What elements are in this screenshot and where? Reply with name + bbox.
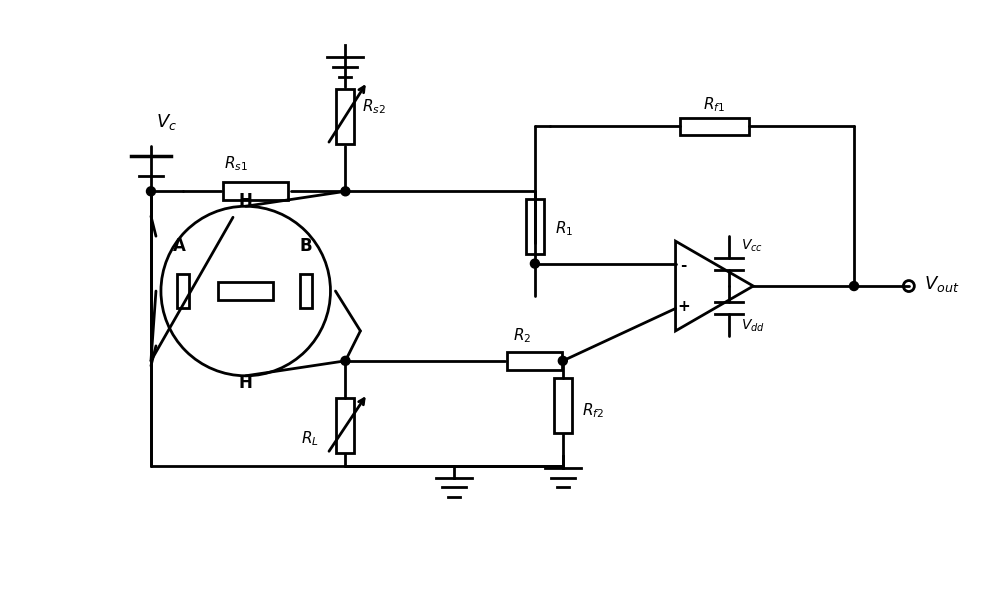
Text: $R_{s1}$: $R_{s1}$ <box>224 154 248 173</box>
Bar <box>223 182 288 200</box>
Text: $V_{dd}$: $V_{dd}$ <box>741 318 765 334</box>
Text: $R_1$: $R_1$ <box>555 219 573 238</box>
Bar <box>336 89 354 144</box>
Text: $V_{out}$: $V_{out}$ <box>924 274 959 294</box>
Circle shape <box>530 259 539 268</box>
Circle shape <box>341 187 350 196</box>
Bar <box>300 273 312 308</box>
Circle shape <box>146 187 155 196</box>
Text: $R_L$: $R_L$ <box>301 429 319 448</box>
Text: $V_c$: $V_c$ <box>156 111 177 131</box>
Bar <box>507 352 562 370</box>
Bar <box>336 399 354 453</box>
Text: $R_{f1}$: $R_{f1}$ <box>703 95 725 114</box>
Bar <box>680 117 749 135</box>
Text: -: - <box>680 258 687 273</box>
Text: H: H <box>239 192 253 210</box>
Text: +: + <box>677 299 690 314</box>
Text: $R_{f2}$: $R_{f2}$ <box>582 402 604 420</box>
Bar <box>554 378 572 433</box>
Text: $R_{s2}$: $R_{s2}$ <box>362 97 386 116</box>
Text: A: A <box>172 237 185 255</box>
Circle shape <box>850 282 859 291</box>
Text: $R_2$: $R_2$ <box>513 326 531 346</box>
Circle shape <box>558 356 567 365</box>
Text: H: H <box>239 374 253 392</box>
Bar <box>177 273 189 308</box>
Circle shape <box>341 356 350 365</box>
Text: B: B <box>299 237 312 255</box>
Bar <box>218 282 273 300</box>
Bar <box>526 199 544 253</box>
Text: $V_{cc}$: $V_{cc}$ <box>741 238 763 255</box>
